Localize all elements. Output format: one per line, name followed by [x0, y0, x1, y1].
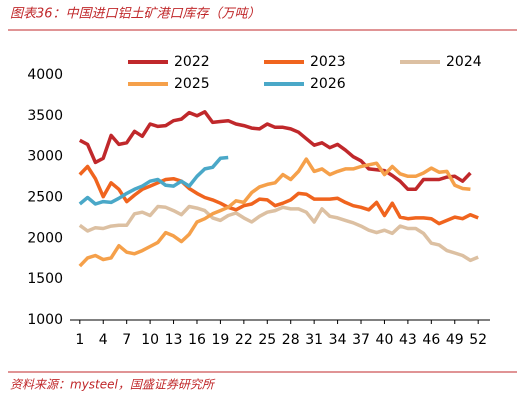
x-tick-label: 25 — [258, 332, 276, 348]
x-tick-label: 16 — [188, 332, 206, 348]
y-tick-label: 1000 — [27, 312, 63, 328]
y-tick-label: 3500 — [27, 108, 63, 124]
x-tick-label: 7 — [122, 332, 131, 348]
legend-label: 2026 — [310, 76, 346, 92]
series-line — [78, 155, 229, 206]
x-tick-label: 43 — [399, 332, 417, 348]
series-line — [78, 157, 471, 268]
legend-label: 2025 — [174, 76, 210, 92]
y-tick-label: 2500 — [27, 190, 63, 206]
source-note: 资料来源：mysteel，国盛证券研究所 — [10, 378, 216, 392]
y-tick-label: 3000 — [27, 149, 63, 165]
y-tick-label: 4000 — [27, 67, 63, 83]
series-line — [78, 204, 479, 263]
x-tick-label: 46 — [422, 332, 440, 348]
x-tick-label: 4 — [99, 332, 108, 348]
x-tick-label: 28 — [282, 332, 300, 348]
x-tick-label: 1 — [75, 332, 84, 348]
y-tick-label: 2000 — [27, 230, 63, 246]
x-tick-label: 40 — [376, 332, 394, 348]
x-tick-label: 13 — [165, 332, 183, 348]
x-tick-label: 37 — [352, 332, 370, 348]
x-tick-label: 49 — [446, 332, 464, 348]
x-tick-label: 19 — [212, 332, 230, 348]
x-tick-label: 22 — [235, 332, 253, 348]
x-tick-label: 10 — [141, 332, 159, 348]
legend-label: 2024 — [446, 54, 482, 70]
series-line — [78, 110, 472, 192]
chart-title: 图表36：中国进口铝土矿港口库存（万吨） — [10, 6, 261, 22]
legend-label: 2023 — [310, 54, 346, 70]
x-tick-label: 52 — [469, 332, 487, 348]
legend-label: 2022 — [174, 54, 210, 70]
y-tick-label: 1500 — [27, 271, 63, 287]
x-tick-label: 34 — [329, 332, 347, 348]
x-tick-label: 31 — [305, 332, 323, 348]
series-line — [78, 164, 479, 226]
